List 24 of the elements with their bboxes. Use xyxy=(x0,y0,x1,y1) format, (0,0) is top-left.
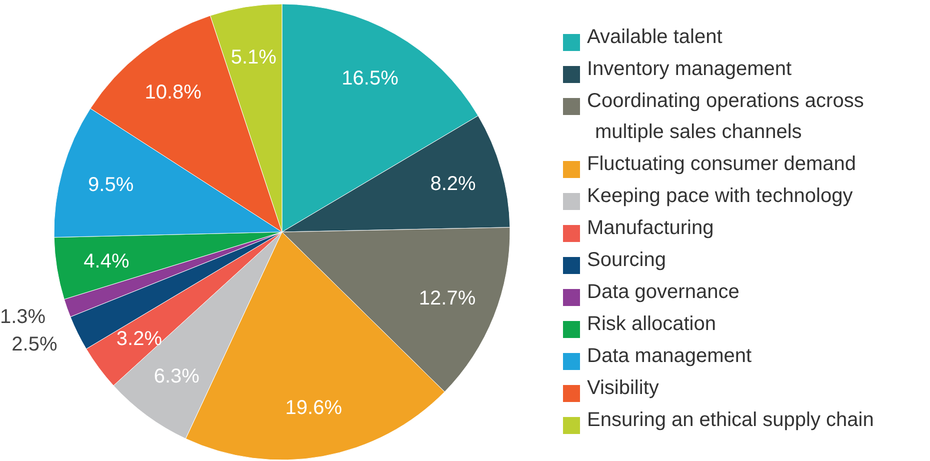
legend-label: Manufacturing xyxy=(587,217,714,239)
data-label: 8.2% xyxy=(430,173,476,196)
data-label: 5.1% xyxy=(230,46,277,68)
data-label: 16.5% xyxy=(342,67,399,90)
data-label: 10.8% xyxy=(144,81,202,104)
legend-label: Data management xyxy=(587,345,752,367)
data-label: 19.6% xyxy=(285,397,342,419)
data-label: 9.5% xyxy=(88,174,134,196)
legend-label: Inventory management xyxy=(587,58,792,80)
legend-label: Data governance xyxy=(587,281,740,303)
data-label: 12.7% xyxy=(418,288,476,310)
legend-label: Coordinating operations across multiple sales channels xyxy=(587,90,864,143)
data-label: 1.3% xyxy=(0,306,46,328)
data-label: 4.4% xyxy=(84,250,130,273)
data-label: 3.2% xyxy=(116,328,162,350)
legend-label: Visibility xyxy=(587,377,659,399)
legend-label: Ensuring an ethical supply chain xyxy=(587,409,874,431)
data-label: 6.3% xyxy=(154,365,200,388)
legend-label: Risk allocation xyxy=(587,313,716,335)
legend-label: Available talent xyxy=(587,26,723,48)
legend-label: Fluctuating consumer demand xyxy=(587,153,856,175)
legend-label: Sourcing xyxy=(587,249,666,271)
legend-label: Keeping pace with technology xyxy=(587,185,853,207)
data-label: 2.5% xyxy=(12,333,58,356)
